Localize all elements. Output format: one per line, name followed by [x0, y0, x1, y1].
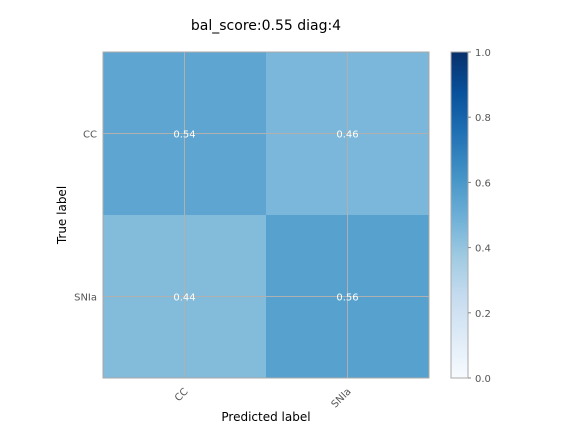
- heatmap-cells: [103, 52, 429, 378]
- plot-frame: [102, 51, 430, 379]
- colorbar-tick-labels: 0.0 0.2 0.4 0.6 0.8 1.0: [468, 48, 491, 385]
- y-tick-label: SNIa: [74, 293, 97, 304]
- cell-value-label: 0.46: [336, 130, 358, 141]
- colorbar-tick-label: 0.8: [475, 113, 491, 124]
- chart-title: bal_score:0.55 diag:4: [191, 18, 341, 34]
- cell-value-label: 0.56: [336, 293, 358, 304]
- y-axis-label: True label: [55, 186, 69, 245]
- x-tick-labels: CC SNIa: [173, 386, 354, 410]
- colorbar-tick-label: 0.6: [475, 178, 491, 189]
- colorbar: [450, 51, 469, 379]
- x-tick-label: CC: [173, 386, 191, 404]
- colorbar-tick-label: 0.4: [475, 244, 491, 255]
- x-tick-label: SNIa: [330, 386, 354, 410]
- cell-value-label: 0.44: [173, 293, 195, 304]
- cell-value-labels: 0.54 0.46 0.44 0.56: [173, 130, 358, 304]
- cell-value-label: 0.54: [173, 130, 195, 141]
- colorbar-tick-label: 0.0: [475, 374, 491, 385]
- x-axis-label: Predicted label: [221, 410, 310, 424]
- heatmap-grid: [103, 52, 429, 378]
- colorbar-tick-label: 0.2: [475, 309, 491, 320]
- y-tick-labels: CC SNIa: [74, 130, 97, 304]
- y-tick-label: CC: [83, 130, 97, 141]
- colorbar-tick-label: 1.0: [475, 48, 491, 59]
